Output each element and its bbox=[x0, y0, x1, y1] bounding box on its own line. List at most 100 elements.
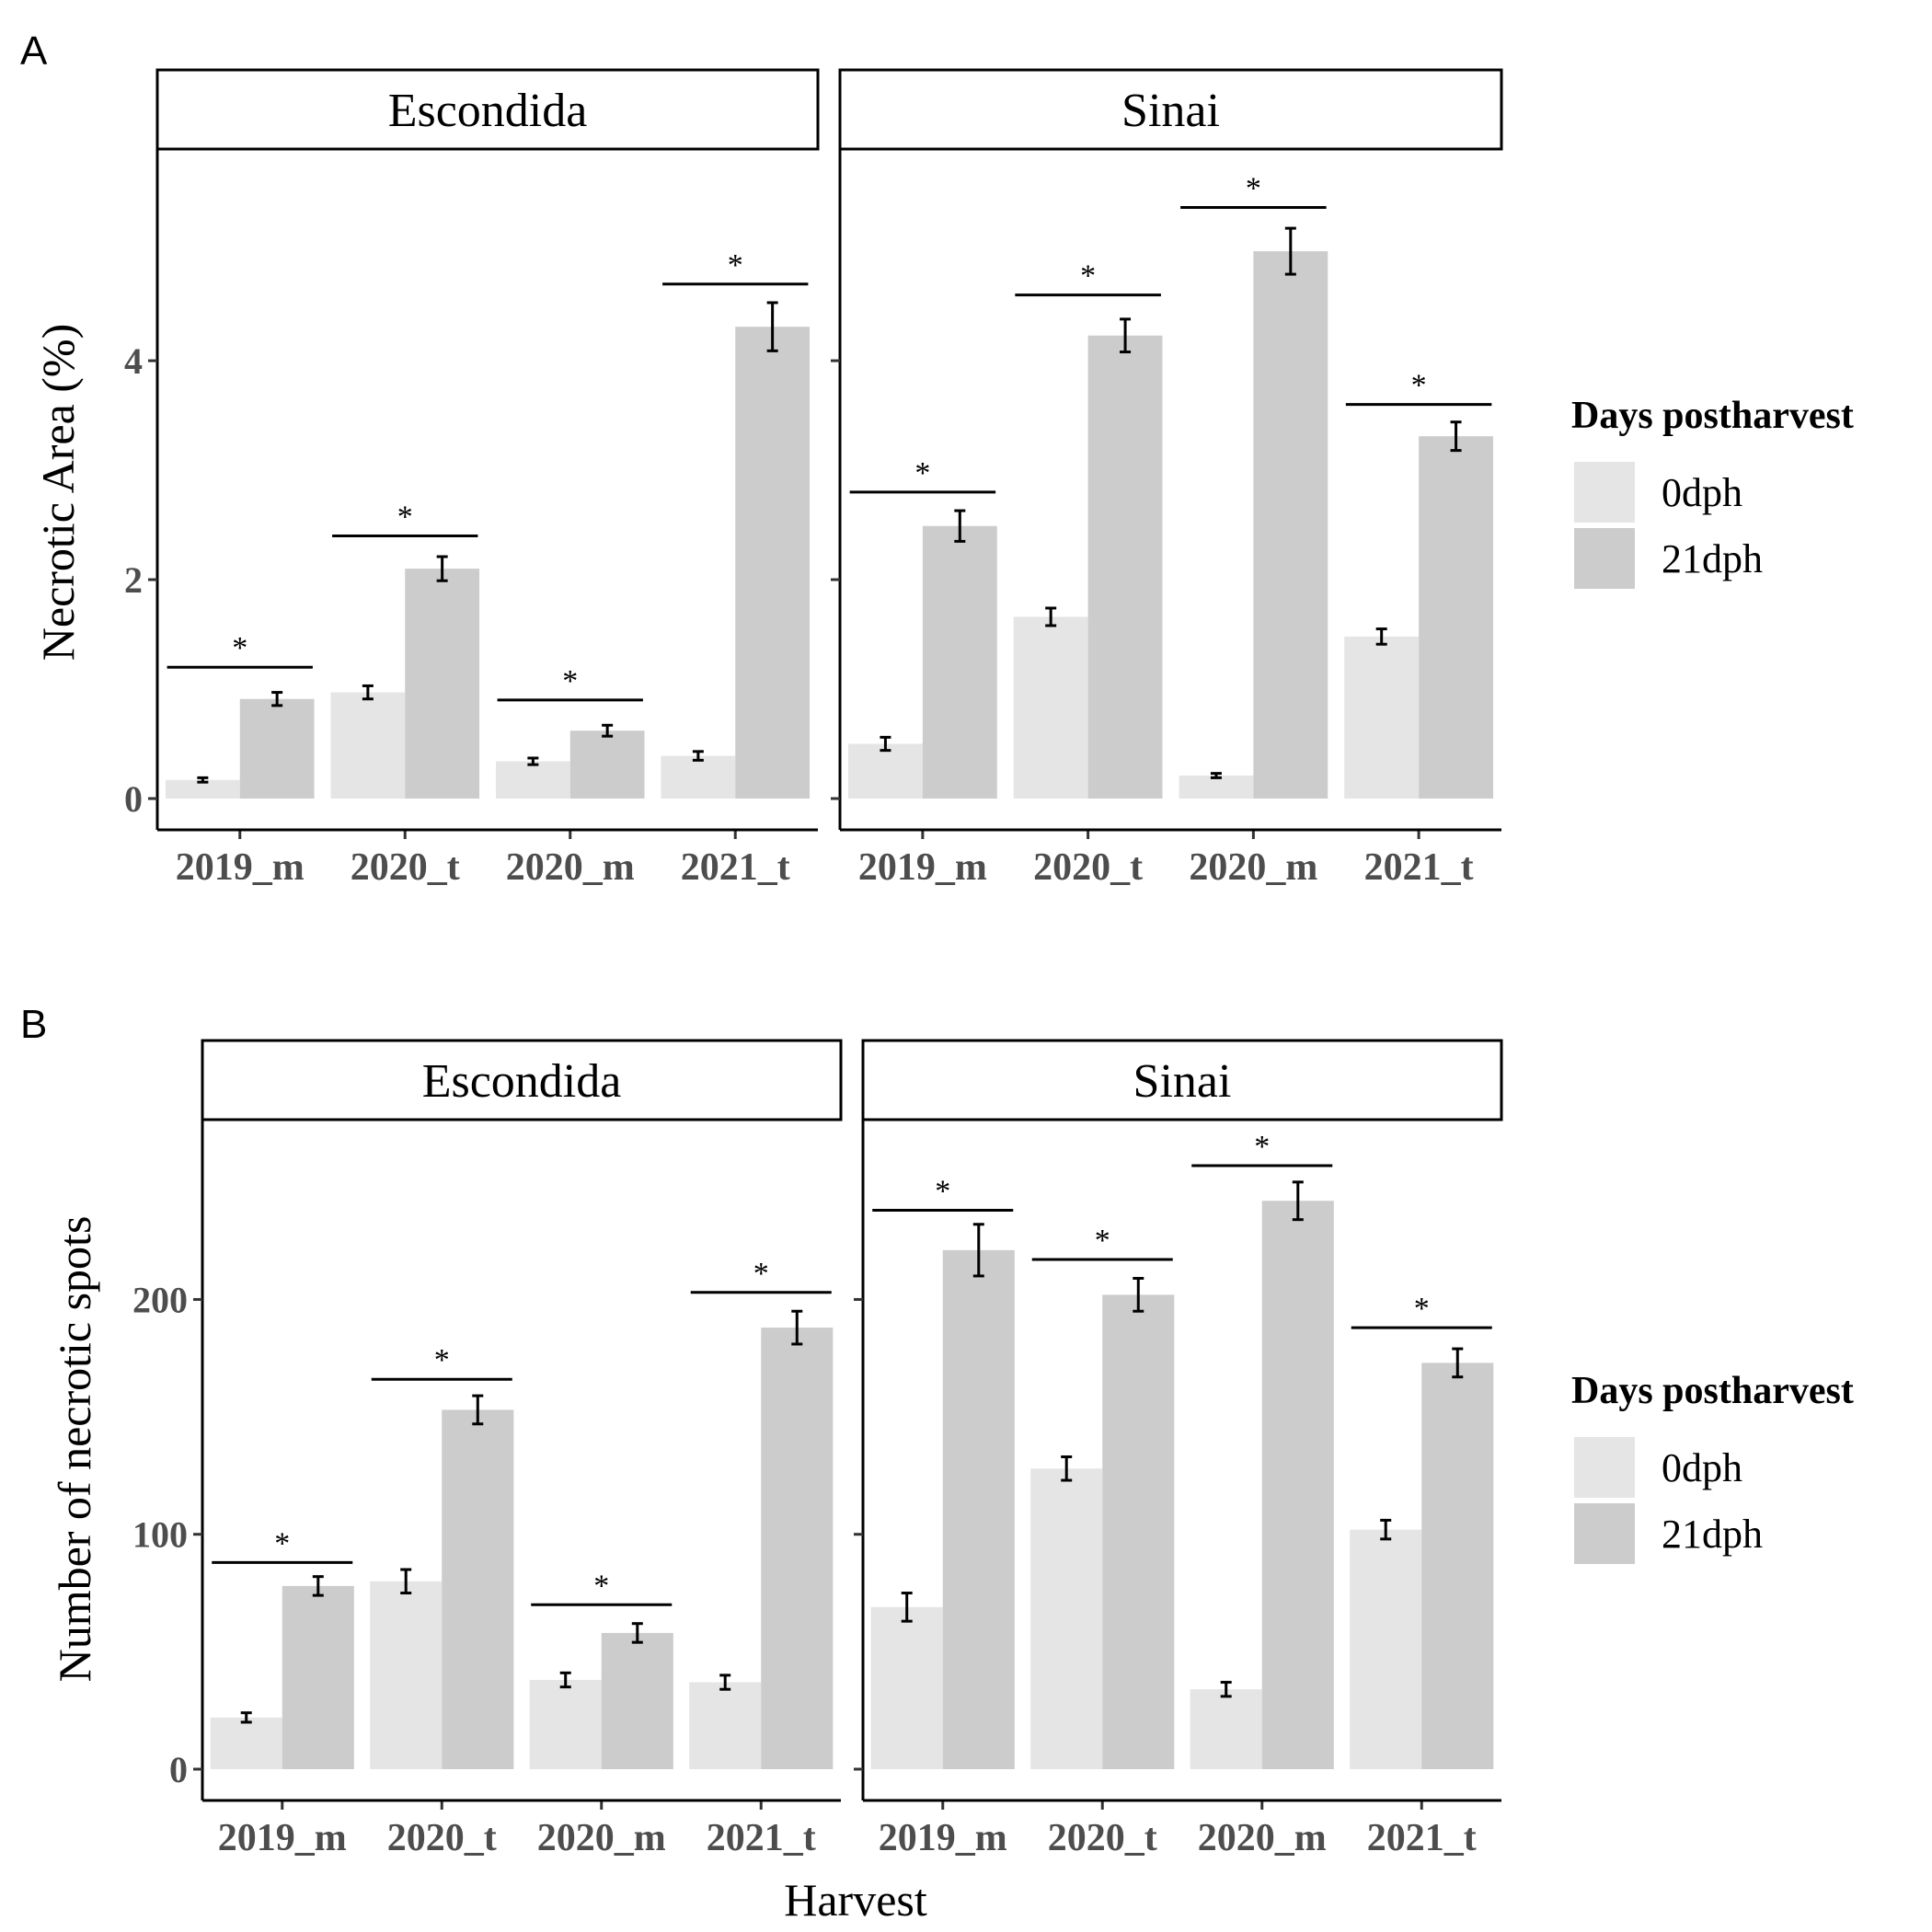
error-bar-0dph-2020_m bbox=[527, 756, 539, 766]
error-bar-0dph-2021_t bbox=[719, 1673, 731, 1691]
significance-mark-2020_m: * bbox=[1246, 171, 1261, 205]
bar-21dph-2021_t bbox=[1421, 1363, 1494, 1769]
error-bar-0dph-2020_t bbox=[1045, 606, 1057, 627]
x-tick-label: 2020_m bbox=[1189, 846, 1317, 889]
facet-sinai: Sinai * 2019_m * 2020_t * 2020_m * 2021_t bbox=[854, 1039, 1503, 1859]
x-tick-label: 2020_t bbox=[387, 1817, 497, 1859]
facet-strip bbox=[838, 68, 1503, 151]
bar-21dph-2019_m bbox=[239, 698, 315, 799]
x-tick-label: 2019_m bbox=[218, 1817, 347, 1859]
error-bar-21dph-2019_m bbox=[312, 1575, 324, 1597]
error-bar-21dph-2020_t bbox=[472, 1394, 484, 1426]
significance-mark-2020_m: * bbox=[562, 664, 578, 698]
significance-mark-2019_m: * bbox=[935, 1174, 950, 1208]
y-tick-label: 0 bbox=[169, 1749, 188, 1790]
error-bar-0dph-2019_m bbox=[240, 1711, 252, 1724]
error-bar-21dph-2019_m bbox=[972, 1223, 984, 1278]
bar-21dph-2021_t bbox=[1419, 436, 1494, 799]
bar-0dph-2021_t bbox=[661, 755, 736, 799]
bar-21dph-2020_m bbox=[569, 730, 645, 799]
y-axis-title-b: Number of necrotic spots bbox=[49, 1216, 100, 1683]
facet-strip bbox=[861, 1039, 1503, 1121]
x-tick-label: 2020_t bbox=[351, 846, 460, 889]
significance-mark-2020_t: * bbox=[1080, 259, 1096, 293]
legend-swatch-0dph bbox=[1574, 462, 1635, 523]
facet-strip-label: Escondida bbox=[388, 85, 588, 137]
x-tick-label: 2021_t bbox=[1367, 1817, 1477, 1859]
x-axis-title: Harvest bbox=[784, 1874, 927, 1926]
x-tick-label: 2019_m bbox=[176, 846, 305, 889]
bar-21dph-2020_m bbox=[1261, 1201, 1334, 1769]
significance-mark-2021_t: * bbox=[1414, 1292, 1430, 1326]
panel-label-a: A bbox=[20, 29, 48, 74]
error-bar-0dph-2021_t bbox=[1380, 1518, 1392, 1541]
error-bar-21dph-2020_t bbox=[1133, 1276, 1144, 1313]
x-tick-label: 2021_t bbox=[1364, 846, 1474, 889]
bar-21dph-2020_t bbox=[1102, 1294, 1175, 1769]
bar-21dph-2021_t bbox=[761, 1328, 834, 1769]
bar-0dph-2019_m bbox=[870, 1606, 943, 1769]
error-bar-21dph-2019_m bbox=[271, 691, 283, 707]
y-axis-title-a: Necrotic Area (%) bbox=[32, 324, 84, 661]
x-tick-label: 2020_t bbox=[1033, 846, 1143, 889]
significance-mark-2019_m: * bbox=[914, 456, 930, 490]
facet-sinai: Sinai * 2019_m * 2020_t * 2020_m * 2021_t bbox=[831, 68, 1503, 889]
error-bar-0dph-2019_m bbox=[901, 1592, 913, 1623]
error-bar-21dph-2020_t bbox=[1120, 317, 1132, 354]
panel-label-b: B bbox=[20, 1002, 47, 1047]
bar-0dph-2020_m bbox=[495, 761, 570, 799]
significance-mark-2020_m: * bbox=[593, 1569, 609, 1603]
legend-swatch-21dph bbox=[1574, 1503, 1635, 1564]
bar-0dph-2019_m bbox=[210, 1717, 282, 1769]
bar-0dph-2020_m bbox=[529, 1679, 602, 1769]
legend-label-21dph: 21dph bbox=[1662, 536, 1763, 581]
x-tick-label: 2019_m bbox=[879, 1817, 1007, 1859]
bar-0dph-2020_m bbox=[1179, 776, 1254, 799]
bar-0dph-2020_m bbox=[1190, 1689, 1262, 1769]
error-bar-21dph-2019_m bbox=[954, 509, 966, 543]
x-tick-label: 2020_m bbox=[1198, 1817, 1327, 1859]
error-bar-21dph-2020_m bbox=[631, 1622, 643, 1644]
bar-21dph-2019_m bbox=[922, 525, 997, 799]
bar-21dph-2019_m bbox=[282, 1585, 354, 1769]
x-tick-label: 2020_m bbox=[506, 846, 635, 889]
legend-a: Days postharvest 0dph 21dph bbox=[1571, 395, 1854, 589]
bar-21dph-2020_t bbox=[442, 1409, 514, 1769]
legend-label-0dph: 0dph bbox=[1662, 1445, 1742, 1490]
error-bar-0dph-2020_t bbox=[400, 1568, 412, 1595]
facet-strip-label: Sinai bbox=[1133, 1055, 1232, 1108]
significance-mark-2020_m: * bbox=[1254, 1130, 1270, 1164]
error-bar-0dph-2020_m bbox=[1210, 772, 1222, 779]
x-tick-label: 2020_t bbox=[1048, 1817, 1157, 1859]
bar-21dph-2020_t bbox=[1087, 335, 1163, 799]
plot-area: Escondida * 2019_m * 2020_t * 2020_m * 2021_t 0 2 4… bbox=[124, 68, 1503, 1859]
bar-0dph-2021_t bbox=[1350, 1529, 1422, 1769]
error-bar-21dph-2020_m bbox=[1284, 226, 1296, 276]
facet-escondida: Escondida * 2019_m * 2020_t * 2020_m * 2021_t 0 2 4 bbox=[124, 68, 820, 889]
chart-panel-a: Escondida * 2019_m * 2020_t * 2020_m * 2021_t 0 2 4… bbox=[124, 68, 1503, 889]
facet-strip bbox=[155, 68, 820, 151]
significance-mark-2020_t: * bbox=[397, 500, 413, 534]
chart-panel-b: Escondida * 2019_m * 2020_t * 2020_m * 2021_t 0 10… bbox=[132, 1039, 1503, 1859]
error-bar-21dph-2020_m bbox=[1292, 1180, 1304, 1222]
bar-21dph-2020_t bbox=[405, 569, 480, 799]
legend-title: Days postharvest bbox=[1571, 395, 1854, 437]
bar-0dph-2020_t bbox=[330, 692, 406, 799]
bar-0dph-2021_t bbox=[689, 1682, 762, 1769]
significance-mark-2021_t: * bbox=[753, 1257, 769, 1291]
error-bar-0dph-2020_t bbox=[362, 684, 374, 701]
x-tick-label: 2019_m bbox=[858, 846, 987, 889]
legend-title: Days postharvest bbox=[1571, 1370, 1854, 1412]
bar-21dph-2020_m bbox=[1253, 251, 1328, 799]
significance-mark-2019_m: * bbox=[274, 1526, 290, 1560]
x-tick-label: 2020_m bbox=[537, 1817, 666, 1859]
error-bar-0dph-2021_t bbox=[692, 750, 704, 762]
legend-swatch-0dph bbox=[1574, 1437, 1635, 1498]
facet-strip-label: Escondida bbox=[422, 1055, 622, 1108]
bar-0dph-2020_t bbox=[370, 1581, 443, 1769]
legend-b: Days postharvest 0dph 21dph bbox=[1571, 1370, 1854, 1564]
facet-strip-label: Sinai bbox=[1121, 85, 1220, 137]
error-bar-21dph-2021_t bbox=[1452, 1347, 1464, 1379]
error-bar-0dph-2020_m bbox=[559, 1671, 571, 1689]
legend-label-0dph: 0dph bbox=[1662, 470, 1742, 515]
